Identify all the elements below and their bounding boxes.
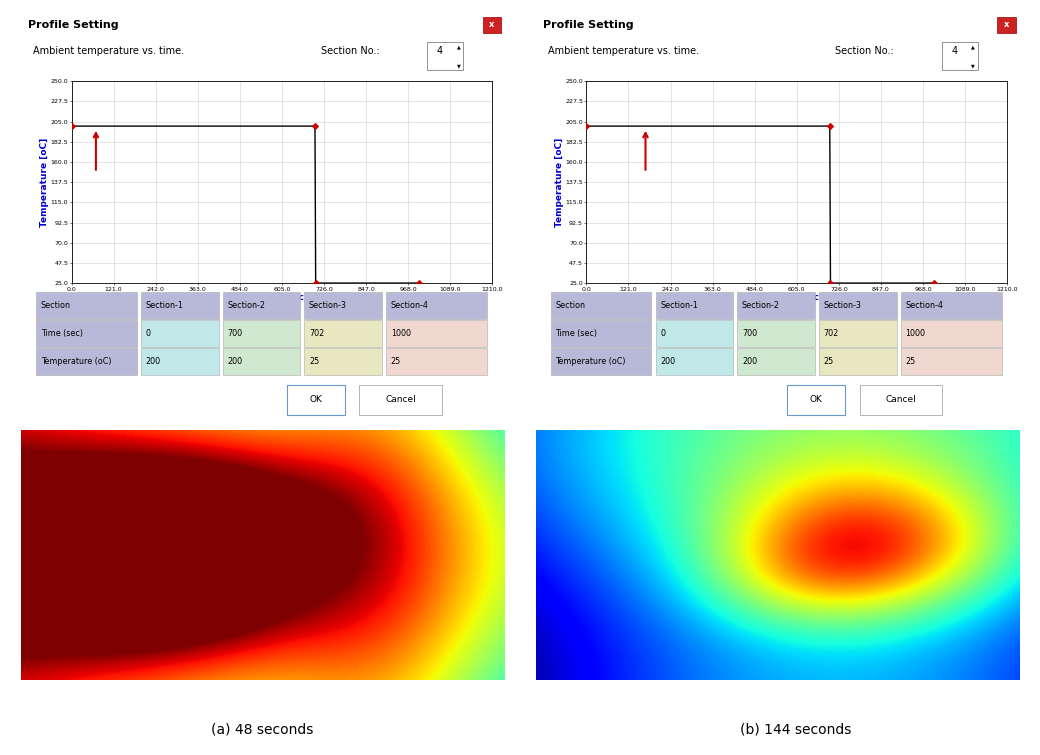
- Text: Section No.:: Section No.:: [835, 46, 894, 57]
- Text: ▲: ▲: [457, 45, 461, 49]
- FancyBboxPatch shape: [997, 17, 1016, 33]
- Text: 4: 4: [437, 46, 443, 57]
- Text: Section No.:: Section No.:: [320, 46, 380, 57]
- FancyBboxPatch shape: [427, 42, 463, 69]
- Text: ▼: ▼: [971, 63, 976, 69]
- Text: ▲: ▲: [971, 45, 976, 49]
- Text: Profile Setting: Profile Setting: [28, 20, 119, 30]
- Text: x: x: [489, 20, 494, 29]
- Text: (b) 144 seconds: (b) 144 seconds: [739, 722, 852, 736]
- Text: Ambient temperature vs. time.: Ambient temperature vs. time.: [548, 46, 699, 57]
- Text: (a) 48 seconds: (a) 48 seconds: [211, 722, 313, 736]
- FancyBboxPatch shape: [942, 42, 978, 69]
- Text: ▼: ▼: [457, 63, 461, 69]
- Text: x: x: [1004, 20, 1009, 29]
- Text: Ambient temperature vs. time.: Ambient temperature vs. time.: [33, 46, 184, 57]
- Text: 4: 4: [952, 46, 958, 57]
- Text: Profile Setting: Profile Setting: [543, 20, 633, 30]
- FancyBboxPatch shape: [483, 17, 501, 33]
